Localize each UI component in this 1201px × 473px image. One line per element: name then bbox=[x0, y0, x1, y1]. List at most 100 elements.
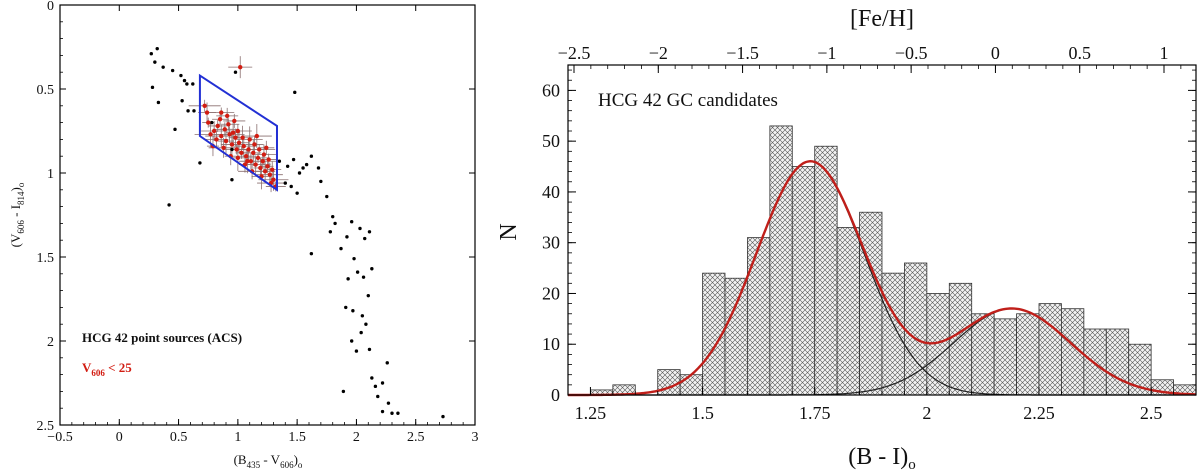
selected-point bbox=[206, 120, 211, 125]
right-ytick-label: 20 bbox=[542, 283, 560, 303]
color-color-diagram: −0.5 0 0.5 1 1.5 2 2.5 3 0 0.5 1 1.5 2 2.5 HCG 42 poi… bbox=[8, 0, 479, 470]
source-point bbox=[230, 178, 234, 182]
left-xtick-label: 1 bbox=[234, 430, 241, 445]
source-point bbox=[364, 322, 368, 326]
source-point bbox=[363, 236, 367, 241]
selected-point bbox=[267, 172, 273, 177]
selected-point bbox=[211, 128, 217, 134]
source-point bbox=[149, 52, 153, 56]
source-point bbox=[180, 99, 184, 103]
selected-point bbox=[229, 142, 235, 147]
selected-point bbox=[232, 118, 237, 124]
selected-point bbox=[226, 122, 231, 127]
right-ytick-label: 10 bbox=[542, 334, 560, 354]
source-point bbox=[277, 159, 282, 163]
histogram-bar bbox=[904, 262, 928, 396]
source-point bbox=[390, 411, 394, 415]
feh-tick-label: 1 bbox=[1160, 43, 1169, 63]
source-point bbox=[185, 82, 189, 86]
selected-point bbox=[271, 177, 276, 182]
left-xtick-label: −0.5 bbox=[47, 430, 72, 445]
source-point bbox=[304, 162, 309, 167]
source-point bbox=[155, 46, 159, 51]
selected-point bbox=[248, 159, 254, 164]
source-point bbox=[380, 409, 385, 414]
left-ytick-label: 0.5 bbox=[37, 83, 55, 98]
histogram-bar bbox=[679, 374, 703, 396]
right-xtick-label: 1.75 bbox=[799, 403, 831, 423]
selected-point bbox=[247, 137, 252, 142]
right-xlabel: (B - I)o bbox=[848, 444, 915, 473]
legend-subset: V606 < 25 bbox=[82, 360, 132, 378]
total-fit bbox=[568, 159, 1197, 397]
feh-tick-label: −1.5 bbox=[726, 43, 759, 63]
source-point bbox=[150, 85, 155, 90]
histogram-bar bbox=[1038, 303, 1062, 396]
left-ytick-label: 1.5 bbox=[37, 251, 55, 266]
source-point bbox=[370, 267, 374, 271]
histogram-bars bbox=[590, 125, 1197, 396]
right-ytick-label: 0 bbox=[551, 385, 560, 405]
source-point bbox=[161, 65, 165, 69]
histogram-bar bbox=[1083, 328, 1107, 396]
source-point bbox=[349, 220, 354, 224]
selected-point bbox=[254, 133, 260, 139]
left-ytick-label: 2.5 bbox=[37, 419, 55, 434]
selected-point bbox=[255, 155, 261, 161]
source-point bbox=[366, 293, 370, 298]
selected-point bbox=[270, 167, 275, 172]
histogram-bar bbox=[971, 313, 995, 396]
selected-point bbox=[208, 132, 213, 137]
source-point bbox=[373, 384, 378, 389]
legend-subset-sub: 606 bbox=[91, 368, 105, 378]
source-point bbox=[230, 147, 234, 152]
left-xtick-label: 0.5 bbox=[170, 430, 188, 445]
selected-point bbox=[257, 147, 262, 152]
right-ytick-label: 30 bbox=[542, 233, 560, 253]
source-point bbox=[173, 127, 177, 132]
source-point bbox=[182, 78, 187, 83]
left-axis-ticks: −0.5 0 0.5 1 1.5 2 2.5 3 0 0.5 1 1.5 2 2.5 bbox=[37, 0, 479, 445]
feh-tick-label: 0 bbox=[991, 43, 1000, 63]
source-point bbox=[179, 73, 183, 78]
selected-point bbox=[219, 133, 224, 139]
selected-point bbox=[233, 135, 238, 140]
left-scatter-points bbox=[149, 46, 445, 419]
source-point bbox=[359, 330, 363, 335]
histogram-bar bbox=[724, 277, 748, 396]
selected-point bbox=[202, 103, 207, 109]
histogram-bar bbox=[948, 282, 973, 396]
source-point bbox=[297, 171, 302, 175]
selected-point bbox=[260, 159, 265, 164]
selected-point bbox=[258, 165, 263, 171]
selected-point bbox=[230, 130, 236, 135]
selected-point bbox=[261, 152, 267, 157]
histogram-bar bbox=[1016, 313, 1040, 396]
source-point bbox=[367, 347, 372, 352]
selected-point bbox=[251, 150, 256, 156]
source-point bbox=[349, 339, 354, 343]
feh-tick-label: −2 bbox=[649, 43, 668, 63]
source-point bbox=[339, 246, 343, 251]
left-ytick-label: 0 bbox=[47, 0, 54, 14]
source-point bbox=[293, 90, 297, 95]
selected-point bbox=[245, 159, 250, 164]
right-ylabel: N bbox=[496, 223, 522, 240]
source-point bbox=[367, 230, 372, 234]
source-point bbox=[386, 401, 391, 405]
selected-point bbox=[235, 128, 241, 134]
source-point bbox=[351, 309, 355, 313]
left-ylabel: (V606 - I814)o bbox=[8, 182, 26, 247]
source-point bbox=[380, 381, 385, 385]
selected-point bbox=[238, 64, 243, 70]
histogram-bar bbox=[791, 166, 816, 396]
selected-point bbox=[234, 147, 239, 152]
source-point bbox=[370, 376, 374, 380]
source-point bbox=[167, 203, 171, 207]
histogram-bar bbox=[993, 318, 1017, 396]
legend-title: HCG 42 point sources (ACS) bbox=[82, 330, 242, 345]
right-xtick-label: 1.5 bbox=[691, 403, 714, 423]
selected-point bbox=[235, 155, 241, 161]
source-point bbox=[309, 251, 314, 256]
